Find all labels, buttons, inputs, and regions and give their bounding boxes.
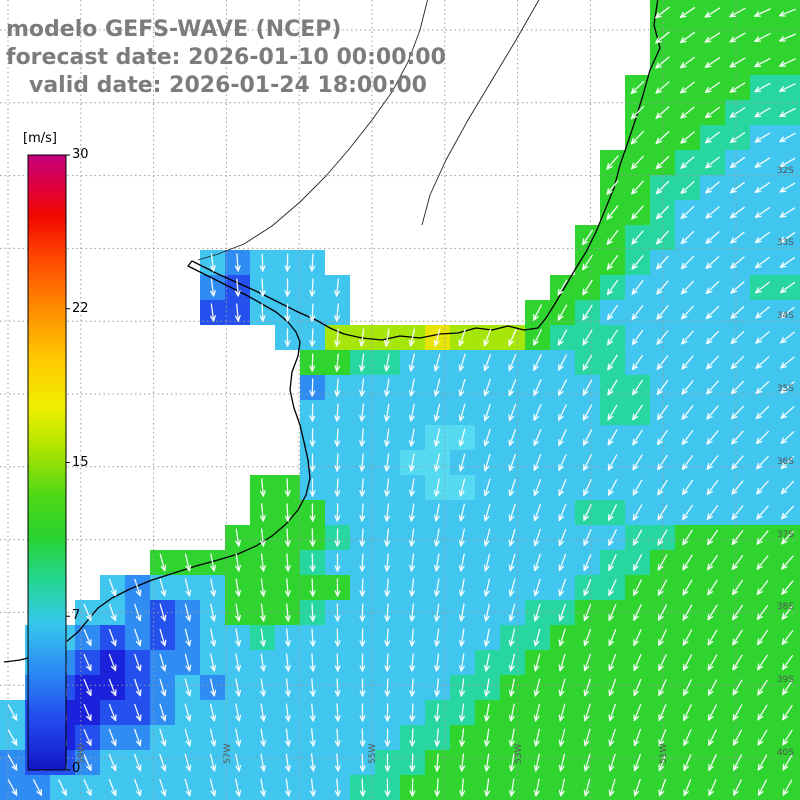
lon-label: 57W — [223, 744, 233, 764]
colorbar-tick-7: 7 — [72, 608, 81, 623]
colorbar — [27, 154, 70, 771]
lat-label: 33S — [777, 238, 794, 248]
lat-label: 36S — [777, 457, 794, 467]
lon-label: 53W — [514, 744, 524, 764]
colorbar-unit-label: [m/s] — [23, 131, 57, 146]
lon-label: 51W — [659, 744, 669, 764]
lat-label: 40S — [777, 748, 794, 758]
lat-label: 35S — [777, 384, 794, 394]
colorbar-tick-22: 22 — [72, 301, 89, 316]
lat-label: 39S — [777, 675, 794, 685]
colorbar-tick-0: 0 — [72, 761, 81, 776]
lat-label: 37S — [777, 530, 794, 540]
forecast-date-label: forecast date: 2026-01-10 00:00:00 — [6, 45, 446, 70]
lat-label: 38S — [777, 602, 794, 612]
lat-label: 34S — [777, 311, 794, 321]
lon-label: 59W — [77, 744, 87, 764]
graticule-labels: 32S 33S 34S 35S 36S 37S 38S 39S 40S 59W 57W 55W 53W 5… — [77, 166, 794, 764]
colorbar-tick-30: 30 — [72, 147, 89, 162]
wind-arrows — [7, 6, 797, 797]
colorbar-tick-15: 15 — [72, 455, 89, 470]
coastline — [3, 0, 661, 663]
valid-date-label: valid date: 2026-01-24 18:00:00 — [6, 73, 427, 98]
lat-label: 32S — [777, 166, 794, 176]
model-title: modelo GEFS-WAVE (NCEP) — [6, 17, 342, 42]
lon-label: 55W — [368, 744, 378, 764]
